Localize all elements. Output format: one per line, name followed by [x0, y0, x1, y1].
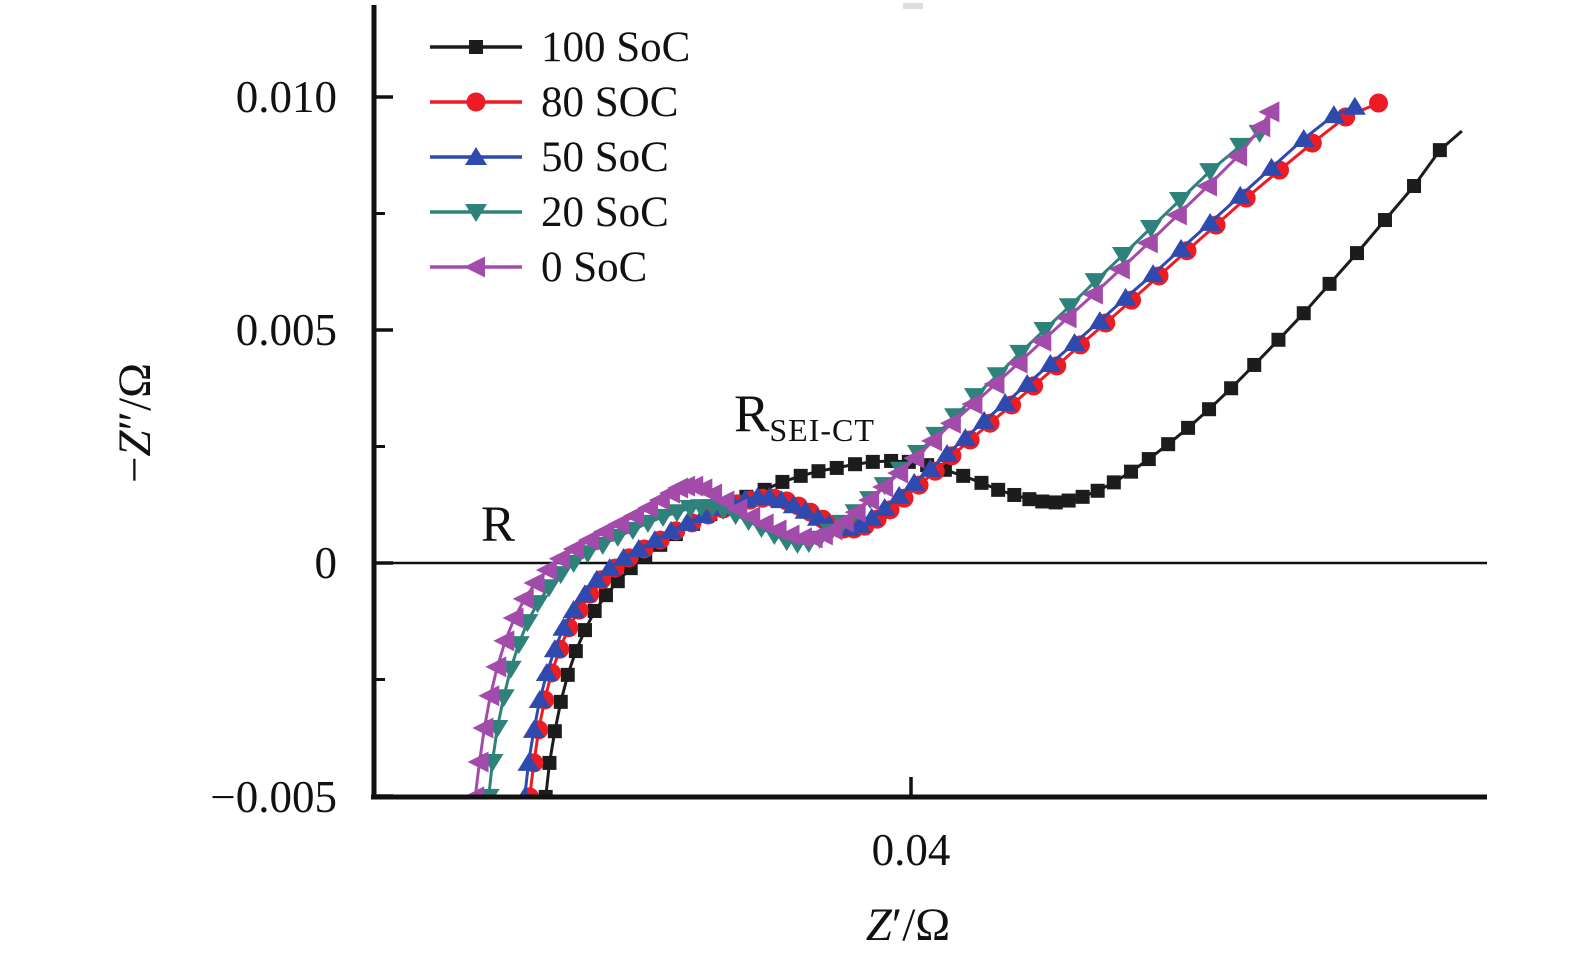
legend-marker-triangle-left-icon [428, 253, 524, 281]
y-axis-title-minus: − [109, 456, 161, 484]
y-axis-title-symbol: Z [109, 430, 161, 457]
x-tick-label: 0.04 [871, 825, 951, 875]
series-markers [538, 143, 1447, 798]
series-line [544, 129, 1463, 798]
stray-mark [903, 3, 923, 9]
legend-label: 0 SoC [541, 243, 648, 291]
annotation-subscript: SEI-CT [769, 412, 875, 448]
legend-label: 20 SoC [541, 188, 669, 236]
y-tick-label: 0 [314, 538, 338, 588]
series-20-soc [477, 124, 1271, 798]
legend-label: 50 SoC [541, 133, 669, 181]
legend-marker-circle-icon [428, 88, 524, 116]
y-tick-label: −0.005 [210, 772, 337, 822]
plot-area [463, 93, 1463, 798]
legend-label: 80 SOC [541, 78, 679, 126]
legend-marker-triangle-up-icon [428, 143, 524, 171]
legend-entry-80-soc: 80 SOC [428, 79, 678, 126]
y-tick-label: 0.010 [235, 72, 337, 122]
x-axis-title: Z′/Ω [803, 898, 1013, 952]
y-tick-label: 0.005 [235, 305, 337, 355]
legend-entry-0-soc: 0 SoC [428, 244, 647, 291]
annotation-ohmic-resistance: R [481, 496, 515, 554]
x-axis-title-units: ′/Ω [891, 899, 951, 951]
x-axis-title-symbol: Z [865, 899, 892, 951]
series-0-soc [463, 101, 1280, 798]
legend-entry-20-soc: 20 SoC [428, 189, 669, 236]
legend-marker-triangle-down-icon [428, 198, 524, 226]
annotation-text: R [481, 497, 516, 553]
y-axis-title: −Z″/Ω [108, 278, 166, 568]
axes [371, 5, 1487, 800]
legend-marker-square-icon [428, 33, 524, 61]
series-markers [477, 124, 1271, 798]
series-100-soc [538, 129, 1463, 798]
legend-label: 100 SoC [541, 23, 691, 71]
annotation-text: R [734, 385, 770, 443]
annotation-sei-ct-resistance: RSEI-CT [734, 384, 875, 448]
legend-entry-100-soc: 100 SoC [428, 24, 690, 71]
legend-entry-50-soc: 50 SoC [428, 134, 669, 181]
y-axis-title-units: ″/Ω [109, 362, 161, 431]
series-markers [463, 101, 1280, 798]
